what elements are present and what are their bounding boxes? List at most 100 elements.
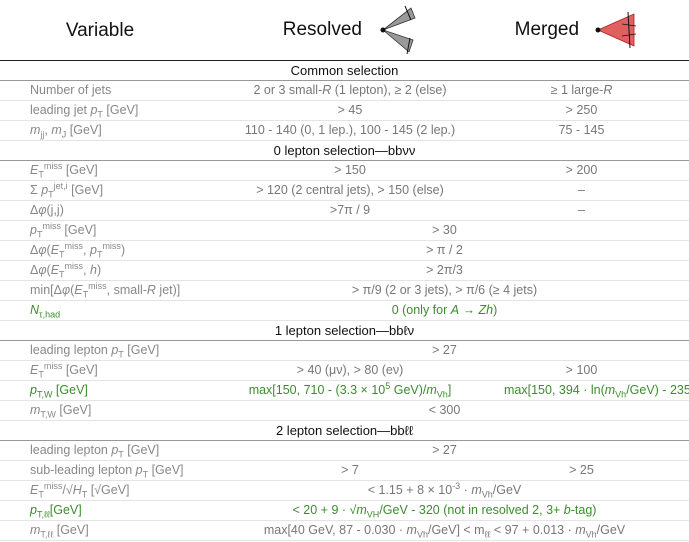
text: ]: [448, 383, 451, 397]
variable-cell: mT,W [GeV]: [0, 401, 200, 421]
text: > 250: [566, 103, 598, 117]
supscript: miss: [42, 221, 61, 231]
text: > 30: [432, 223, 457, 237]
italic-text: p: [30, 223, 37, 237]
italic-text: R: [603, 83, 612, 97]
merged-cell: ≥ 1 large-R: [500, 81, 689, 101]
resolved-cell: > 150: [200, 161, 500, 181]
variable-cell: sub-leading lepton pT [GeV]: [0, 461, 200, 481]
text: →: [459, 303, 478, 317]
text: [GeV]: [62, 163, 97, 177]
resolved-cell: >7π / 9: [200, 201, 500, 221]
value-cell: > π / 2: [200, 241, 689, 261]
text: > 2π/3: [426, 263, 463, 277]
text: Common selection: [291, 63, 399, 78]
header-merged: Merged: [515, 19, 579, 40]
value-cell: < 1.15 + 8 × 10-3 · mVh/GeV: [200, 481, 689, 501]
text: –: [578, 183, 585, 197]
supscript: jet,i: [54, 181, 68, 191]
variable-cell: Nτ,had: [0, 301, 200, 321]
italic-text: m: [407, 523, 417, 537]
text: /GeV: [597, 523, 626, 537]
text: 2 lepton selection—bbℓℓ: [276, 423, 413, 438]
row: leading lepton pT [GeV]> 27: [0, 341, 689, 361]
section-row: 2 lepton selection—bbℓℓ: [0, 421, 689, 441]
row: sub-leading lepton pT [GeV]> 7> 25: [0, 461, 689, 481]
merged-cell: max[150, 394 · ln(mVh/GeV) - 2350]: [500, 381, 689, 401]
italic-text: m: [30, 523, 40, 537]
supscript: miss: [102, 241, 121, 251]
subscript: τ,had: [39, 310, 60, 320]
italic-text: R: [147, 283, 156, 297]
text: < 20 + 9 · √: [293, 503, 357, 517]
header-cell: Merged: [500, 0, 689, 61]
text: > 200: [566, 163, 598, 177]
text: [GeV]: [52, 383, 87, 397]
row: mjj, mJ [GeV]110 - 140 (0, 1 lep.), 100 …: [0, 121, 689, 141]
subscript: T,W: [40, 410, 56, 420]
variable-cell: Σ pTjet,i [GeV]: [0, 181, 200, 201]
text: > 27: [432, 343, 457, 357]
italic-text: b: [564, 503, 571, 517]
row: ETmiss [GeV]> 150> 200: [0, 161, 689, 181]
text: [GeV]: [66, 123, 101, 137]
subscript: VH: [367, 510, 380, 520]
resolved-cell: max[150, 710 - (3.3 × 105 GeV)/mVh]: [200, 381, 500, 401]
resolved-icon: [377, 4, 417, 56]
text: 0 lepton selection—bbνν: [274, 143, 416, 158]
variable-cell: pT,W [GeV]: [0, 381, 200, 401]
subscript: Vh: [482, 490, 493, 500]
merged-cell: > 100: [500, 361, 689, 381]
text: 2 or 3 small-: [253, 83, 322, 97]
subscript: T: [48, 190, 54, 200]
subscript: Vh: [417, 530, 428, 540]
resolved-cell: > 40 (μν), > 80 (eν): [200, 361, 500, 381]
subscript: T: [97, 250, 103, 260]
italic-text: h: [90, 263, 97, 277]
text: Number of jets: [30, 83, 111, 97]
text: > 40 (μν), > 80 (eν): [297, 363, 404, 377]
text: ): [493, 303, 497, 317]
variable-cell: Number of jets: [0, 81, 200, 101]
row: ETmiss/√HT [√GeV]< 1.15 + 8 × 10-3 · mVh…: [0, 481, 689, 501]
resolved-cell: 2 or 3 small-R (1 lepton), ≥ 2 (else): [200, 81, 500, 101]
value-cell: < 300: [200, 401, 689, 421]
row: mT,W [GeV] < 300: [0, 401, 689, 421]
text: ,: [83, 243, 90, 257]
subscript: T: [38, 170, 44, 180]
section-title: Common selection: [0, 61, 689, 81]
row: Δφ(ETmiss, h)> 2π/3: [0, 261, 689, 281]
value-cell: > 27: [200, 441, 689, 461]
header-cell: Variable: [0, 0, 200, 61]
variable-cell: Δφ(j,j): [0, 201, 200, 221]
row: Δφ(j,j)>7π / 9–: [0, 201, 689, 221]
subscript: Vh: [586, 530, 597, 540]
supscript: miss: [44, 361, 63, 371]
text: > 120 (2 central jets), > 150 (else): [256, 183, 444, 197]
section-title: 0 lepton selection—bbνν: [0, 141, 689, 161]
text: > 7: [341, 463, 359, 477]
italic-text: H: [73, 483, 82, 497]
subscript: T,ℓℓ: [37, 510, 50, 520]
section-title: 2 lepton selection—bbℓℓ: [0, 421, 689, 441]
header-resolved: Resolved: [283, 19, 362, 40]
italic-text: R: [322, 83, 331, 97]
italic-text: N: [30, 303, 39, 317]
supscript: miss: [88, 281, 107, 291]
italic-text: φ: [38, 243, 46, 257]
text: [GeV]: [56, 403, 91, 417]
text: [GeV]: [124, 343, 159, 357]
variable-cell: ETmiss [GeV]: [0, 361, 200, 381]
row: Number of jets 2 or 3 small-R (1 lepton),…: [0, 81, 689, 101]
text: > 150: [334, 163, 366, 177]
variable-cell: leading lepton pT [GeV]: [0, 441, 200, 461]
text: < 300: [429, 403, 461, 417]
text: < 97 + 0.013 ·: [490, 523, 575, 537]
resolved-cell: > 7: [200, 461, 500, 481]
italic-text: p: [90, 243, 97, 257]
italic-text: A: [451, 303, 459, 317]
text: leading lepton: [30, 443, 111, 457]
row: pT,W [GeV]max[150, 710 - (3.3 × 105 GeV)…: [0, 381, 689, 401]
row: mT,ℓℓ [GeV]max[40 GeV, 87 - 0.030 · mVh/…: [0, 521, 689, 541]
selection-table: Variable Resolved Merged: [0, 0, 689, 541]
